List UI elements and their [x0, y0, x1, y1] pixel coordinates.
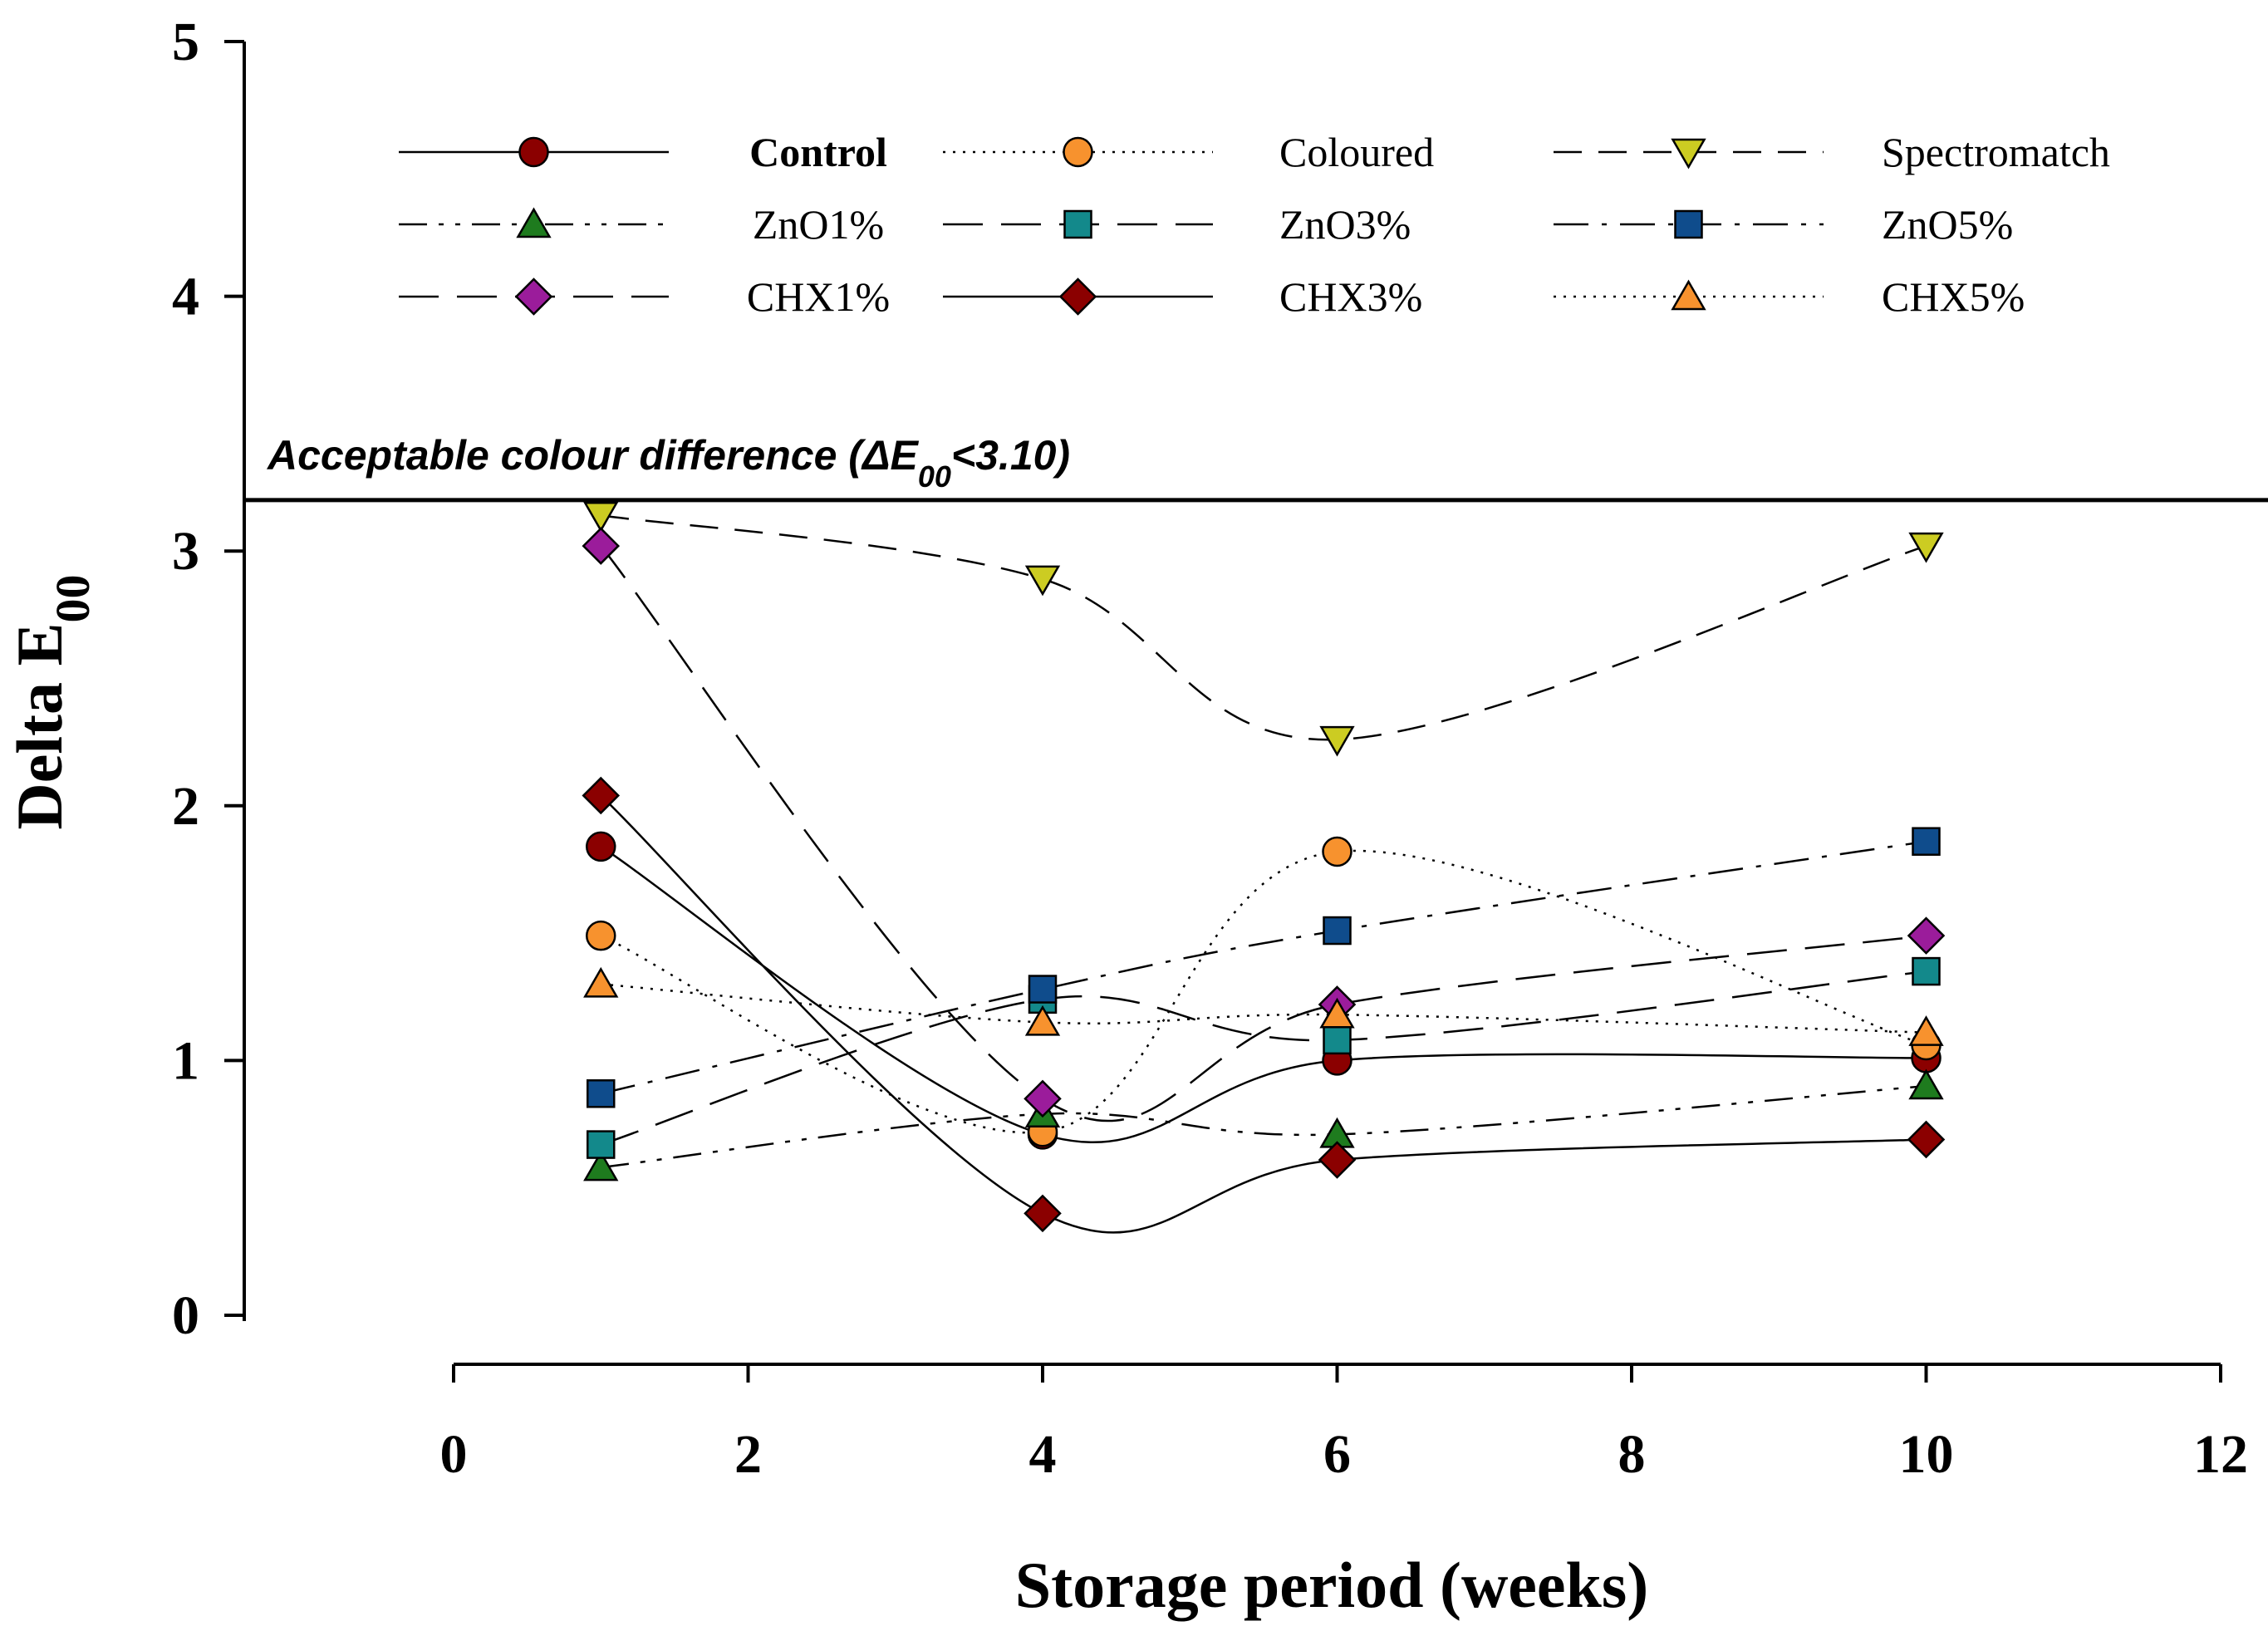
data-point-coloured	[1322, 836, 1352, 867]
legend-marker-spectromatch	[1671, 138, 1706, 169]
reference-label: Acceptable colour difference (ΔE00<3.10)	[266, 432, 1070, 494]
y-tick-label: 5	[172, 12, 199, 72]
data-point-chx5pct	[1319, 997, 1355, 1029]
y-tick-label: 2	[172, 776, 199, 837]
legend-marker-coloured	[1063, 136, 1093, 168]
series-line-zno5pct	[600, 840, 1927, 1095]
series-line-spectromatch	[601, 514, 1927, 741]
legend-label-chx1pct: CHX1%	[747, 273, 890, 320]
x-tick-label: 0	[440, 1424, 468, 1485]
series-line-coloured	[600, 849, 1927, 1134]
series-line-zno1pct	[601, 1084, 1927, 1169]
series-markers	[582, 502, 1946, 1233]
y-axis-title-sub: 00	[46, 574, 100, 622]
svg-text:Delta E00: Delta E00	[3, 574, 100, 829]
data-point-spectromatch	[583, 502, 619, 533]
legend-marker-zno1pct	[516, 207, 552, 238]
x-tick-label: 6	[1323, 1424, 1351, 1485]
legend-label-chx3pct: CHX3%	[1279, 273, 1422, 320]
series-curves	[600, 514, 1927, 1234]
y-tick-label: 0	[172, 1285, 199, 1346]
y-axis-title: Delta E00	[3, 574, 100, 829]
x-tick-label: 4	[1029, 1424, 1057, 1485]
data-point-zno5pct	[1912, 827, 1941, 856]
data-point-spectromatch	[1319, 725, 1355, 757]
data-point-chx5pct	[1024, 1005, 1061, 1036]
legend-label-zno3pct: ZnO3%	[1279, 201, 1411, 248]
legend-marker-chx1pct	[514, 278, 553, 316]
data-point-chx3pct	[582, 776, 621, 815]
legend-marker-zno3pct	[1063, 209, 1092, 239]
data-point-chx1pct	[1907, 916, 1946, 955]
legend-label-control: Control	[749, 129, 887, 175]
legend-marker-chx5pct	[1671, 279, 1706, 311]
data-point-chx5pct	[1908, 1015, 1944, 1046]
data-point-zno5pct	[587, 1079, 616, 1108]
reference-label-threshold: <3.10)	[951, 432, 1070, 479]
data-point-chx1pct	[582, 527, 621, 565]
x-tick-label: 12	[2193, 1424, 2248, 1485]
legend-marker-chx3pct	[1058, 278, 1097, 316]
series-line-chx5pct	[601, 983, 1927, 1034]
data-point-zno5pct	[1028, 975, 1058, 1004]
data-point-chx3pct	[1907, 1120, 1946, 1159]
x-tick-label: 10	[1899, 1424, 1954, 1485]
legend-marker-control	[518, 136, 549, 168]
data-point-chx5pct	[583, 966, 619, 998]
legend-label-zno5pct: ZnO5%	[1882, 201, 2013, 248]
series-line-zno3pct	[600, 970, 1927, 1146]
y-axis-title-main: Delta E	[3, 622, 76, 829]
data-point-zno5pct	[1323, 916, 1352, 946]
legend-label-spectromatch: Spectromatch	[1882, 129, 2110, 175]
data-point-chx1pct	[1024, 1079, 1062, 1118]
legend-marker-zno5pct	[1674, 209, 1703, 239]
reference-label-subscript: 00	[918, 459, 951, 494]
series-line-chx1pct	[600, 545, 1927, 1122]
reference-label-symbol: ΔE	[861, 432, 920, 479]
data-point-zno1pct	[1908, 1068, 1944, 1100]
data-point-coloured	[586, 920, 616, 951]
legend-label-chx5pct: CHX5%	[1882, 273, 2025, 320]
data-point-zno1pct	[583, 1150, 619, 1181]
data-point-zno3pct	[1912, 956, 1941, 986]
reference-label-text: Acceptable colour difference (	[266, 432, 866, 479]
legend-label-coloured: Coloured	[1279, 129, 1434, 175]
data-point-zno3pct	[587, 1130, 616, 1159]
series-line-control	[600, 845, 1927, 1143]
x-tick-label: 2	[734, 1424, 762, 1485]
x-tick-label: 8	[1618, 1424, 1646, 1485]
data-point-chx3pct	[1318, 1141, 1357, 1179]
y-tick-label: 4	[172, 267, 199, 327]
x-axis-title: Storage period (weeks)	[1015, 1549, 1649, 1621]
data-point-spectromatch	[1908, 532, 1944, 563]
data-point-zno3pct	[1323, 1025, 1352, 1055]
legend: Control Coloured Spectromatch ZnO1% ZnO3% ZnO…	[399, 129, 2110, 320]
data-point-spectromatch	[1024, 565, 1061, 597]
y-tick-label: 1	[172, 1030, 199, 1091]
legend-label-zno1pct: ZnO1%	[753, 201, 884, 248]
series-line-chx3pct	[600, 794, 1927, 1234]
reference-group: Acceptable colour difference (ΔE00<3.10)	[244, 432, 2268, 503]
data-point-control	[586, 831, 616, 862]
y-tick-label: 3	[172, 521, 199, 582]
data-point-chx3pct	[1024, 1194, 1062, 1233]
